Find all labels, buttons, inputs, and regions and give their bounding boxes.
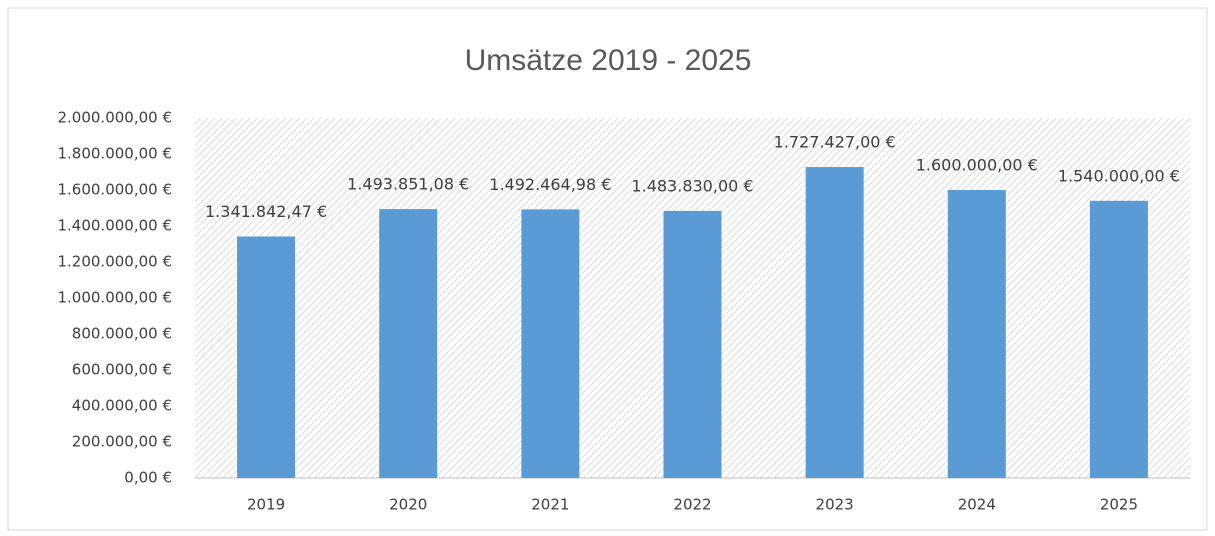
- bar: [521, 209, 580, 478]
- y-tick-label: 2.000.000,00 €: [57, 109, 172, 127]
- x-tick-label: 2023: [816, 496, 854, 514]
- data-label: 1.492.464,98 €: [489, 175, 611, 194]
- bar: [805, 167, 864, 478]
- bar: [237, 236, 296, 478]
- x-tick-label: 2021: [531, 496, 569, 514]
- y-tick-label: 200.000,00 €: [72, 433, 172, 451]
- data-label: 1.341.842,47 €: [205, 202, 327, 221]
- y-tick-label: 400.000,00 €: [72, 397, 172, 415]
- data-label: 1.483.830,00 €: [631, 176, 753, 195]
- chart-title: Umsätze 2019 - 2025: [465, 44, 752, 77]
- bar: [379, 209, 438, 478]
- x-tick-label: 2019: [247, 496, 285, 514]
- y-tick-label: 0,00 €: [124, 469, 172, 487]
- y-tick-label: 1.200.000,00 €: [57, 253, 172, 271]
- bar: [947, 190, 1006, 478]
- x-tick-label: 2022: [673, 496, 711, 514]
- data-label: 1.493.851,08 €: [347, 175, 469, 194]
- y-tick-label: 1.000.000,00 €: [57, 289, 172, 307]
- x-tick-label: 2025: [1100, 496, 1138, 514]
- data-label: 1.600.000,00 €: [916, 156, 1038, 175]
- y-tick-label: 800.000,00 €: [72, 325, 172, 343]
- bar: [663, 210, 722, 479]
- data-label: 1.540.000,00 €: [1058, 166, 1180, 185]
- bar: [1089, 200, 1148, 479]
- y-tick-label: 1.800.000,00 €: [57, 145, 172, 163]
- x-tick-label: 2024: [958, 496, 996, 514]
- y-tick-label: 1.400.000,00 €: [57, 217, 172, 235]
- y-tick-label: 600.000,00 €: [72, 361, 172, 379]
- data-label: 1.727.427,00 €: [774, 133, 896, 152]
- x-tick-label: 2020: [389, 496, 427, 514]
- y-tick-label: 1.600.000,00 €: [57, 181, 172, 199]
